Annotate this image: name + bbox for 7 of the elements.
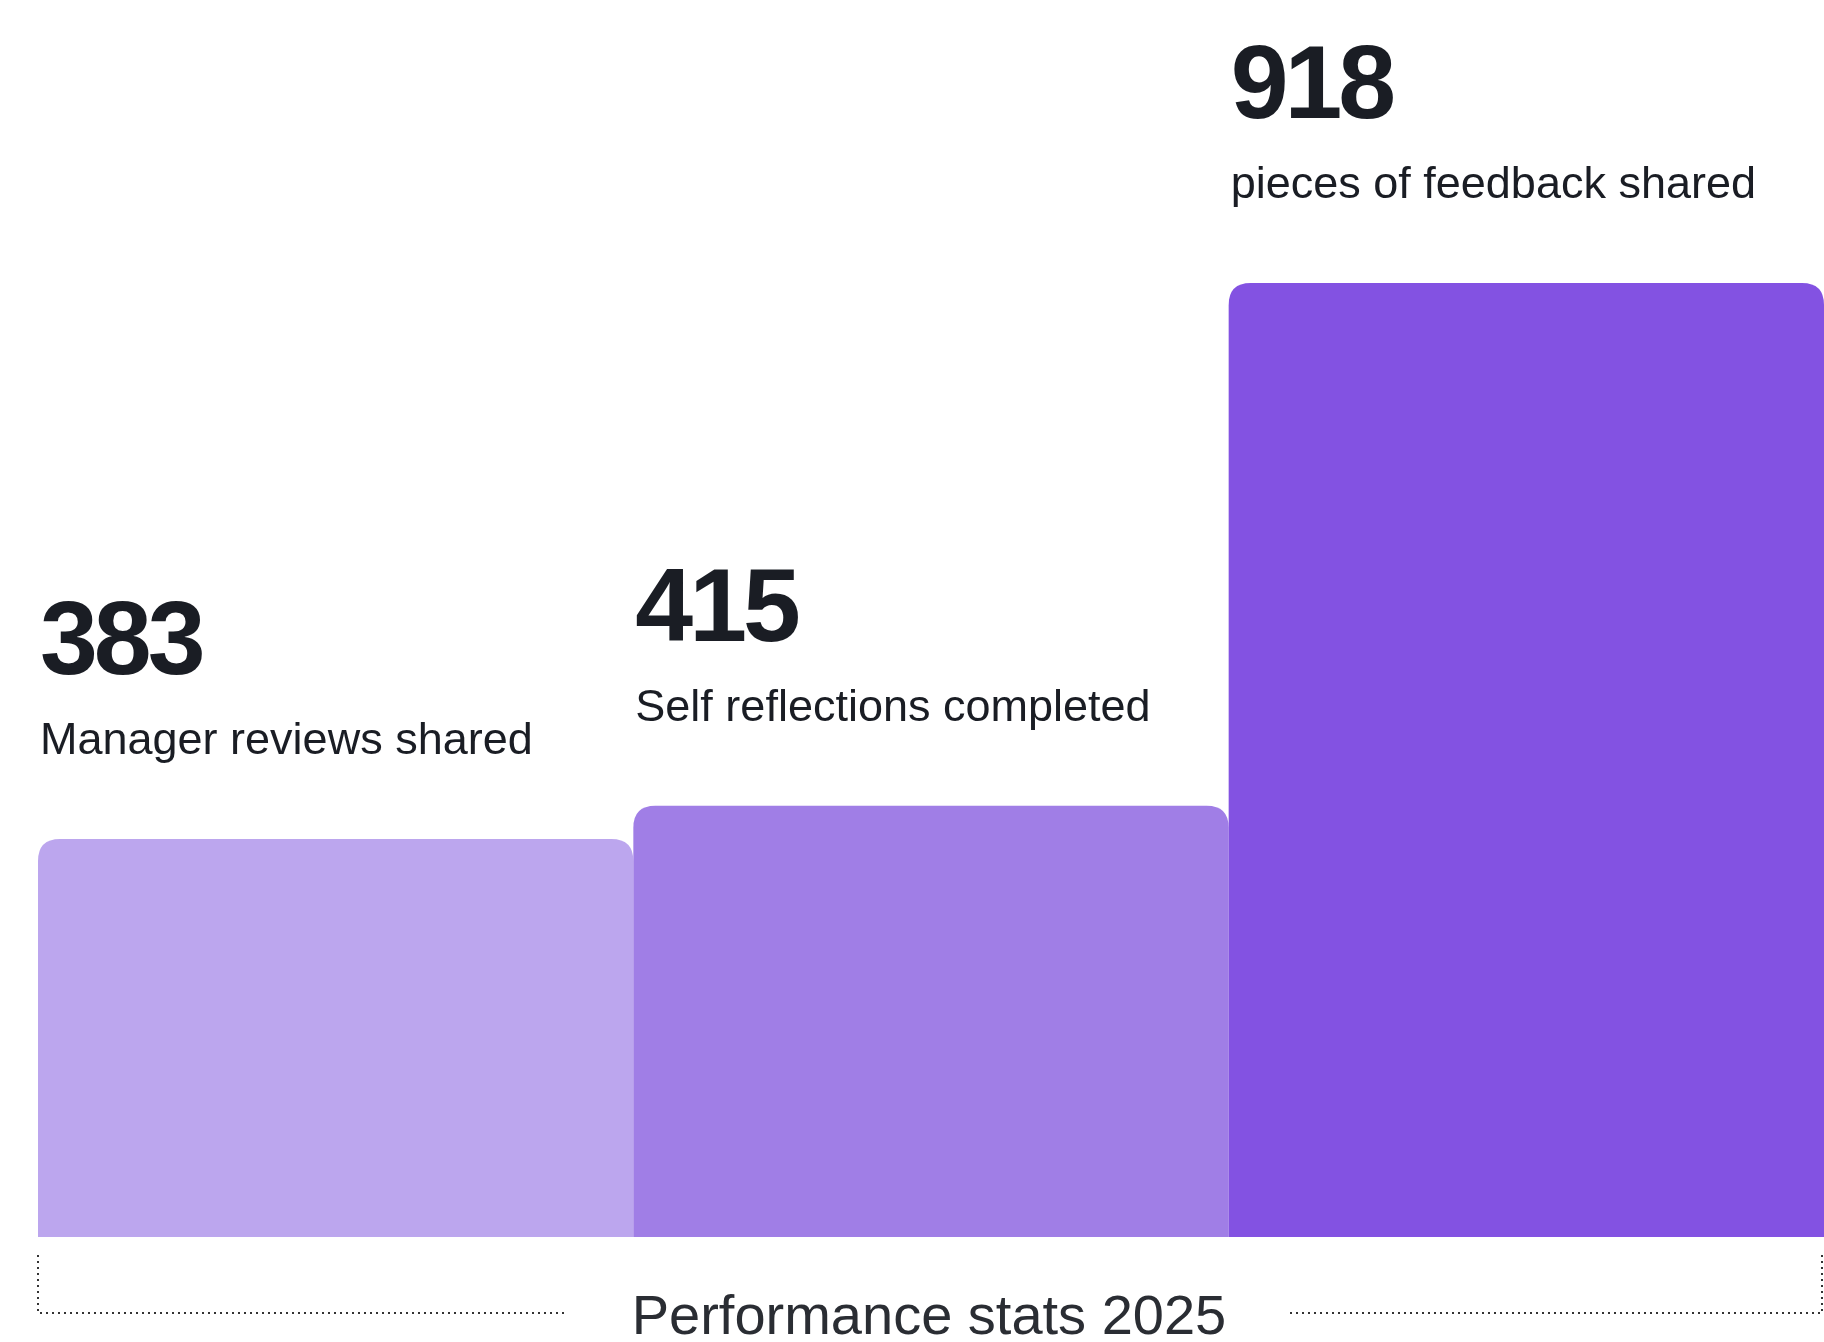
text: Performance stats 2025 xyxy=(631,1283,1227,1342)
data-label: 415 xyxy=(635,546,799,663)
x-tick-label: Self reflections completed xyxy=(635,679,1151,731)
data-label: 918 xyxy=(1230,24,1394,140)
x-tick-label: Manager reviews shared xyxy=(40,712,533,764)
data-label: 383 xyxy=(40,579,203,696)
x-tick-label: pieces of feedback shared xyxy=(1230,157,1757,208)
